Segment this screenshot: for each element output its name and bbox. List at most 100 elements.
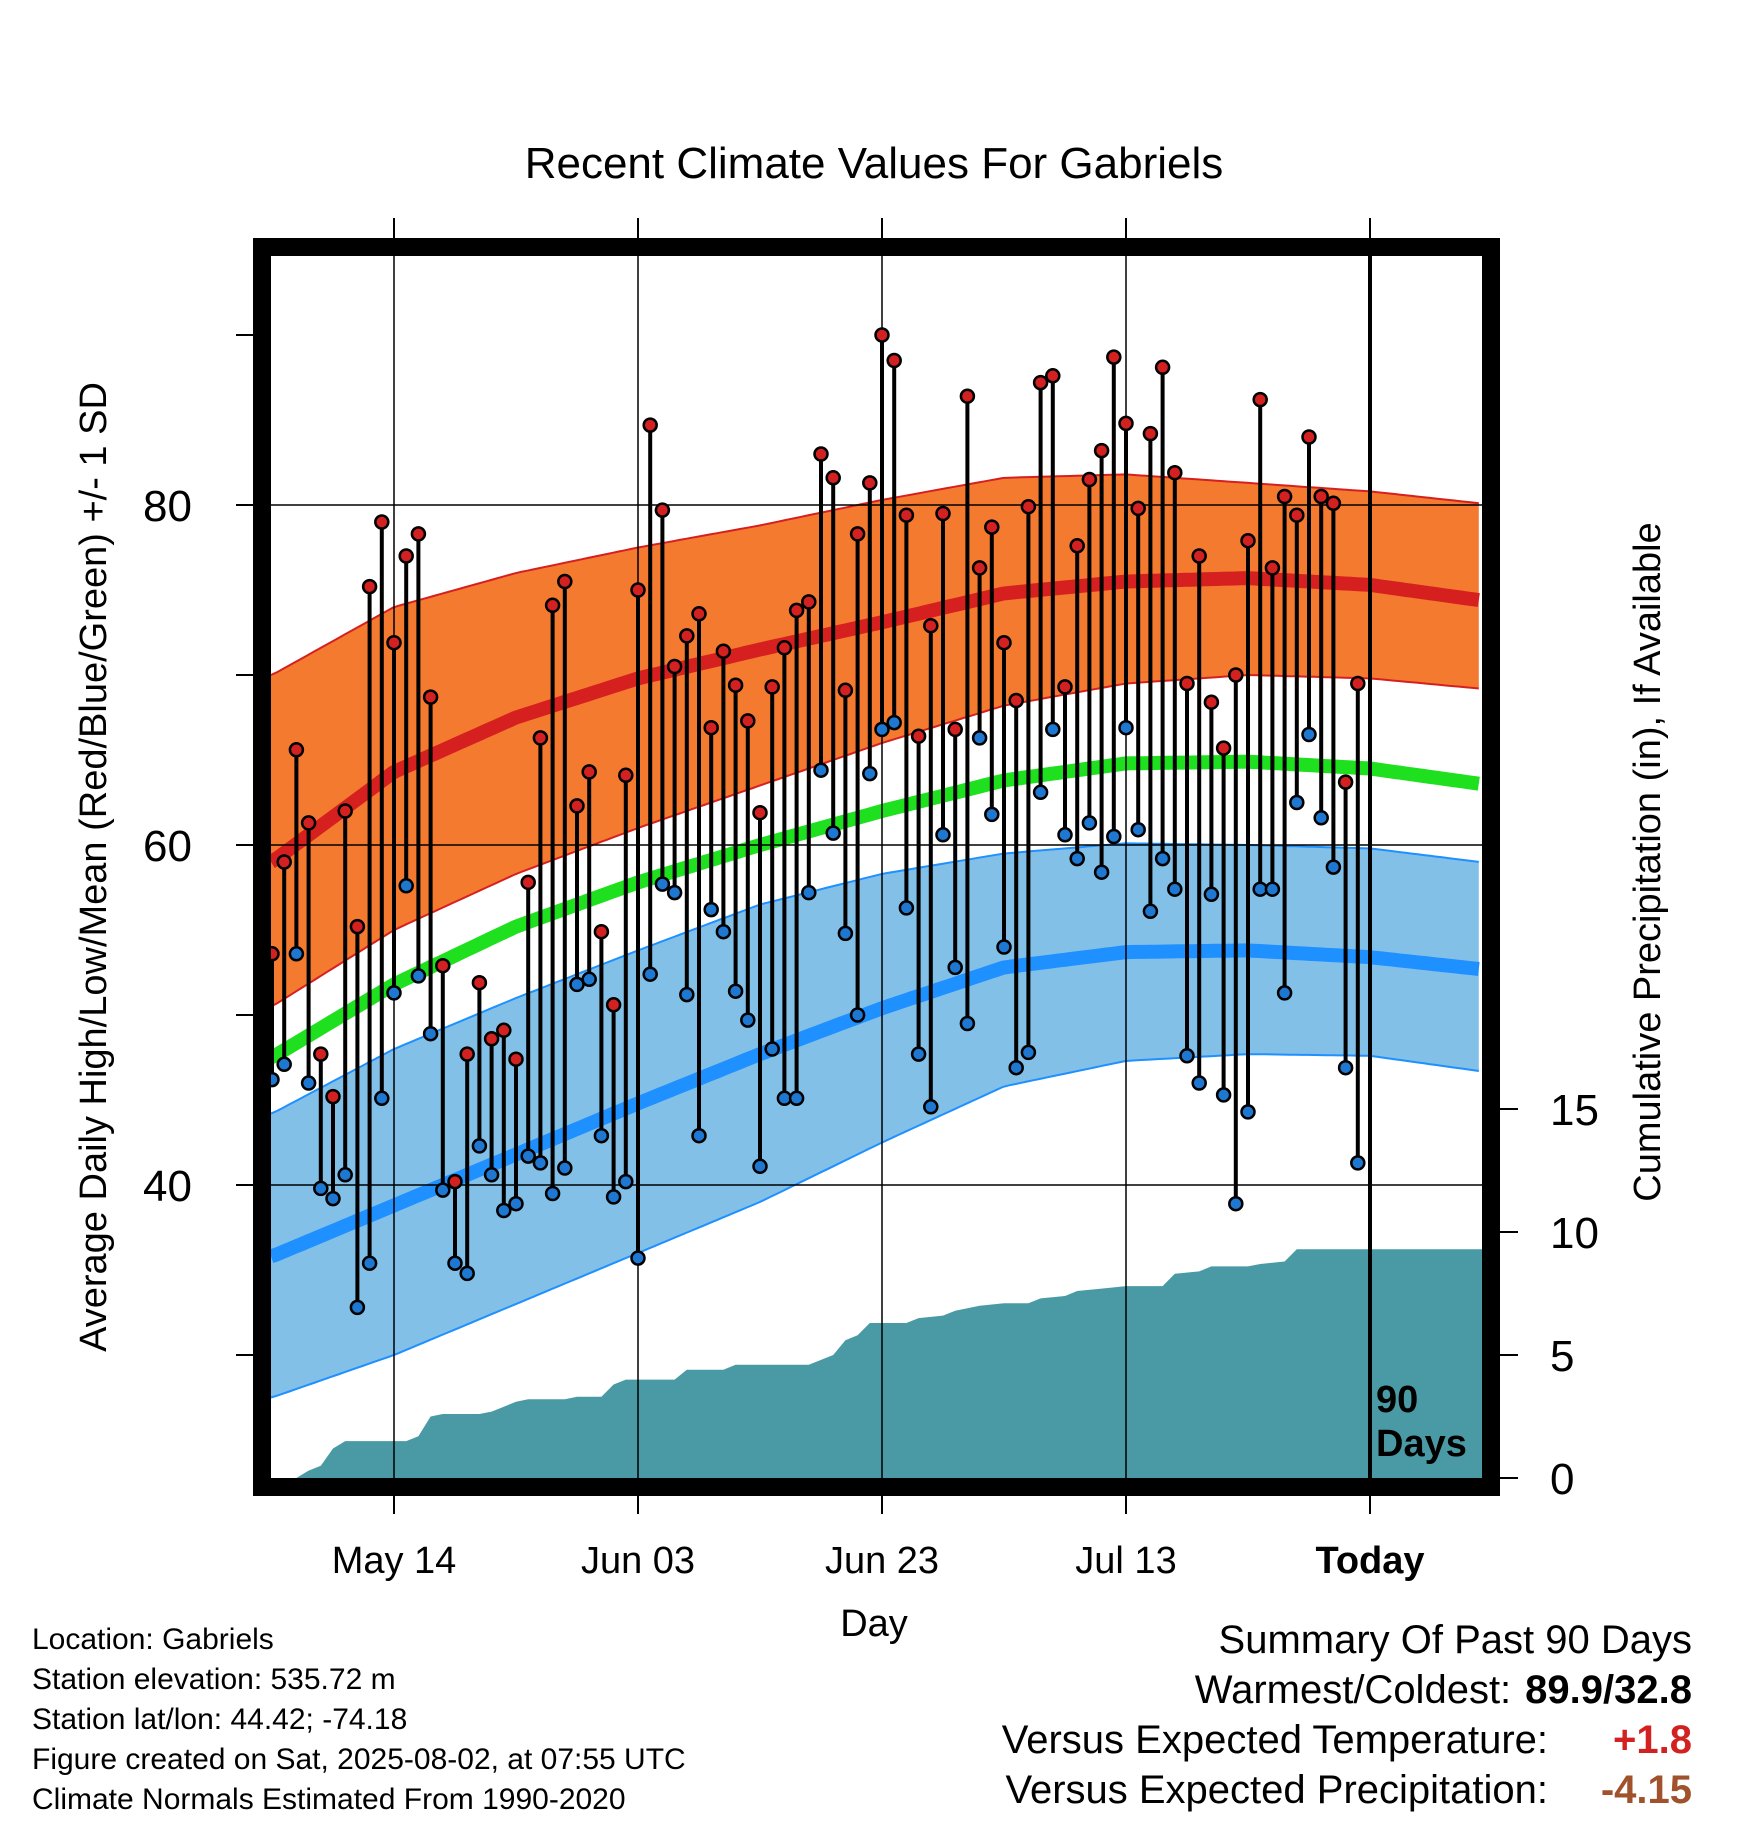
- daily-points: [264, 327, 1366, 1316]
- y-tick-label: 60: [143, 822, 192, 871]
- low-point: [1130, 821, 1146, 838]
- low-point: [422, 1025, 439, 1042]
- latlon-text: Station lat/lon: 44.42; -74.18: [32, 1703, 408, 1736]
- low-point: [825, 825, 841, 841]
- high-point: [532, 730, 549, 746]
- high-point: [727, 677, 744, 693]
- high-point: [1118, 415, 1134, 432]
- high-point: [1215, 740, 1232, 756]
- high-point: [1154, 359, 1171, 376]
- high-point: [459, 1046, 475, 1062]
- high-point: [1069, 538, 1085, 554]
- high-upper-edge: [270, 473, 1479, 676]
- high-point: [971, 560, 988, 576]
- axis-ticks: May 14 Jun 03 Jun 23 Jul 13 Today 40 60 80 0 5 10 1…: [143, 218, 1599, 1582]
- low-point: [1350, 1155, 1366, 1171]
- x-tick-label: Today: [1315, 1540, 1424, 1582]
- low-point: [410, 968, 427, 984]
- high-point: [813, 446, 829, 462]
- low-point: [947, 959, 963, 976]
- y2-tick-label: 0: [1550, 1455, 1574, 1504]
- chart-title: Recent Climate Values For Gabriels: [525, 139, 1224, 188]
- high-point: [849, 526, 866, 542]
- high-point: [325, 1088, 341, 1105]
- high-point: [715, 643, 732, 659]
- high-point: [1325, 495, 1342, 512]
- low-point: [813, 762, 829, 778]
- low-point: [1154, 850, 1171, 867]
- low-point: [837, 925, 854, 942]
- warm-cold-value: 89.9/32.8: [1525, 1668, 1692, 1712]
- low-point: [984, 806, 1000, 823]
- high-point: [1289, 507, 1305, 523]
- high-point: [398, 548, 414, 564]
- summary-warm-cold-row: Warmest/Coldest: 89.9/32.8: [1002, 1665, 1692, 1715]
- low-point: [483, 1167, 500, 1183]
- high-point: [825, 470, 841, 486]
- high-point: [1020, 498, 1037, 515]
- low-point: [386, 985, 402, 1001]
- low-point: [886, 714, 902, 731]
- high-point: [764, 679, 780, 695]
- high-point: [679, 628, 695, 644]
- low-point: [398, 878, 414, 894]
- low-point: [654, 876, 671, 892]
- low-point: [1167, 881, 1183, 897]
- precip-area: [271, 1249, 1482, 1478]
- high-sd-band: [271, 474, 1479, 1007]
- created-text: Figure created on Sat, 2025-08-02, at 07…: [32, 1743, 686, 1776]
- high-point: [557, 573, 573, 590]
- low-point: [618, 1173, 634, 1190]
- y-tick-label: 80: [143, 482, 192, 531]
- high-lower-edge: [270, 674, 1479, 1008]
- today-marker-line2: Days: [1376, 1423, 1467, 1465]
- low-point: [1118, 719, 1134, 736]
- low-point: [1228, 1195, 1244, 1212]
- low-point: [1093, 864, 1110, 880]
- low-point: [1069, 850, 1085, 867]
- low-point: [971, 730, 988, 746]
- y2-axis-label: Cumulative Precipitation (in), If Availa…: [1627, 522, 1669, 1201]
- low-point: [1032, 784, 1049, 801]
- high-point: [1191, 548, 1207, 564]
- low-point: [1313, 810, 1329, 826]
- high-point: [947, 721, 963, 738]
- precipitation-area: [271, 1249, 1482, 1478]
- low-point: [557, 1160, 573, 1176]
- high-point: [313, 1046, 329, 1062]
- low-point: [1289, 794, 1305, 811]
- high-point: [984, 519, 1000, 535]
- low-point: [788, 1090, 805, 1107]
- high-point: [483, 1031, 500, 1047]
- y2-tick-label: 10: [1550, 1209, 1599, 1258]
- x-axis-label: Day: [840, 1603, 908, 1645]
- low-point: [374, 1090, 390, 1107]
- low-point: [508, 1195, 524, 1212]
- low-point: [1215, 1087, 1232, 1103]
- high-point: [1264, 560, 1281, 576]
- low-point: [849, 1007, 866, 1023]
- high-point: [1093, 442, 1110, 459]
- low-point: [642, 966, 658, 982]
- low-lower-edge: [270, 1053, 1479, 1399]
- y2-tick-label: 5: [1550, 1332, 1574, 1381]
- high-point: [300, 815, 317, 831]
- low-point: [935, 827, 951, 843]
- low-point: [288, 946, 305, 962]
- normal-mean-line: [267, 754, 1480, 1064]
- high-point: [1045, 368, 1061, 384]
- y2-tick-label: 15: [1550, 1086, 1599, 1135]
- high-point: [935, 505, 951, 522]
- low-point: [605, 1189, 622, 1205]
- high-point: [386, 634, 402, 651]
- high-point: [471, 974, 488, 991]
- high-point: [886, 352, 902, 369]
- summary-heading: Summary Of Past 90 Days: [1218, 1618, 1692, 1662]
- low-point: [679, 986, 695, 1003]
- low-point: [874, 721, 890, 738]
- high-point: [837, 682, 854, 699]
- high-point: [703, 719, 719, 736]
- high-point: [776, 640, 793, 656]
- low-point: [996, 939, 1012, 955]
